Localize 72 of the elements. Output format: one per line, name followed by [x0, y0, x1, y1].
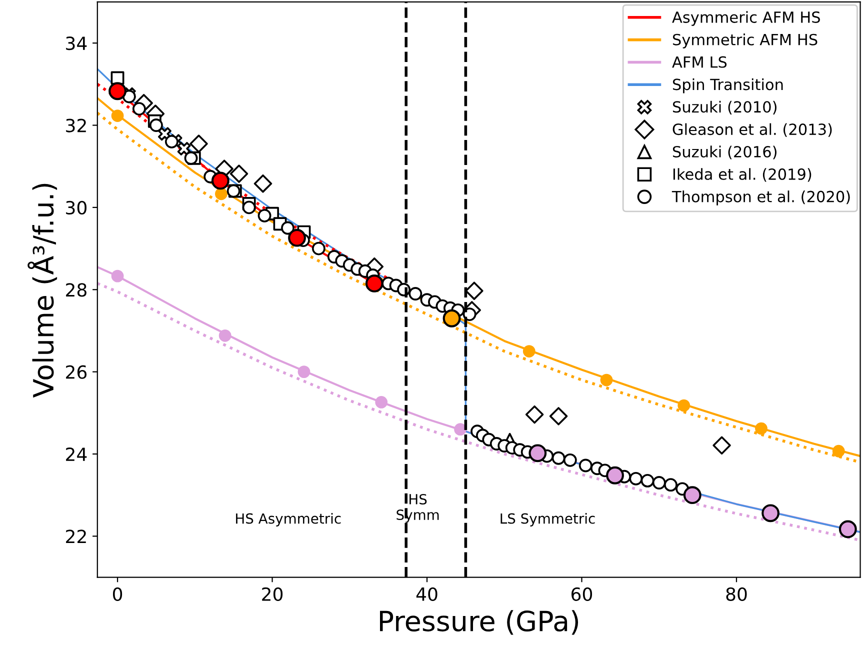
legend-label: Thompson et al. (2020) — [672, 190, 850, 206]
point — [190, 134, 208, 153]
point — [712, 436, 731, 454]
legend-label: Spin Transition — [672, 78, 783, 94]
legend-label: Asymmeric AFM HS — [672, 11, 820, 26]
point — [549, 407, 568, 426]
x-axis-title: Pressure (GPa) — [380, 610, 578, 635]
point — [442, 309, 461, 328]
point — [365, 274, 384, 292]
point — [563, 453, 577, 467]
point — [298, 366, 310, 378]
legend-label: Gleason et al. (2013) — [672, 123, 832, 137]
legend-label: Symmetric AFM HS — [672, 34, 818, 48]
point — [755, 422, 768, 435]
point — [288, 228, 306, 247]
point — [281, 221, 294, 235]
legend-label: Suzuki (2016) — [672, 146, 776, 160]
y-tick-label: 30 — [66, 200, 86, 215]
point — [465, 282, 484, 300]
point — [312, 242, 326, 256]
point — [640, 474, 654, 488]
point — [258, 208, 272, 222]
point — [211, 172, 230, 190]
x-tick-label: 60 — [572, 587, 592, 601]
point — [254, 174, 272, 193]
point — [762, 504, 780, 522]
x-tick-label: 0 — [112, 587, 122, 601]
point — [184, 151, 198, 165]
y-tick-label: 32 — [66, 118, 86, 132]
point — [578, 458, 592, 472]
point — [838, 520, 857, 538]
point — [552, 451, 566, 465]
point — [522, 345, 536, 358]
point — [111, 270, 124, 282]
point — [629, 472, 643, 486]
annotation: HS Symm — [396, 494, 439, 523]
legend-label: Ikeda et al. (2019) — [673, 168, 812, 182]
point — [454, 423, 466, 436]
line-series — [97, 68, 860, 533]
point — [600, 374, 613, 386]
x-tick-label: 40 — [416, 587, 438, 601]
point — [678, 399, 690, 412]
annotation: LS Symmetric — [500, 513, 595, 526]
point — [215, 188, 228, 200]
point — [164, 134, 178, 148]
x-tick-label: 20 — [262, 587, 283, 601]
annotation: HS Asymmetric — [236, 513, 341, 526]
point — [832, 444, 845, 458]
point — [108, 82, 126, 100]
x-tick-label: 80 — [726, 587, 747, 601]
point — [218, 329, 232, 342]
point — [606, 466, 624, 484]
point — [528, 444, 547, 462]
point — [230, 164, 248, 183]
point — [652, 476, 666, 490]
point — [683, 486, 702, 504]
y-tick-label: 28 — [66, 283, 86, 297]
legend-label: Suzuki (2010) — [672, 100, 776, 114]
y-tick-label: 34 — [66, 36, 87, 50]
point — [375, 396, 388, 408]
y-tick-label: 22 — [66, 530, 86, 544]
y-tick-label: 26 — [66, 365, 87, 379]
point — [408, 287, 422, 300]
y-axis-title: Volume (Å³/f.u.) — [28, 184, 58, 398]
point — [111, 110, 124, 122]
point — [525, 405, 544, 424]
point — [664, 478, 678, 492]
y-tick-label: 24 — [66, 447, 87, 461]
point — [177, 142, 191, 156]
point — [149, 118, 163, 132]
point — [242, 200, 256, 214]
legend-label: AFM LS — [672, 56, 727, 68]
